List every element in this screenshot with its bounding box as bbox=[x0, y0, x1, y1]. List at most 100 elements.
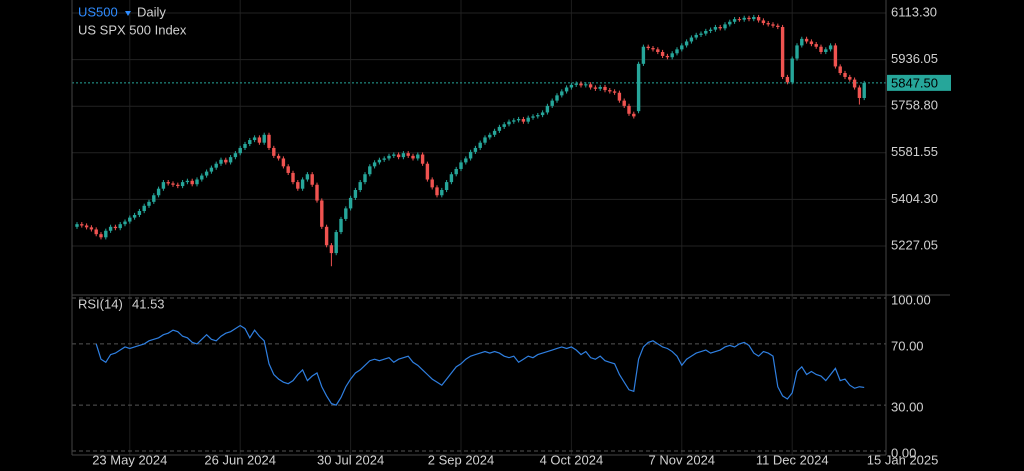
candle-body bbox=[137, 211, 142, 215]
candle-body bbox=[852, 79, 857, 88]
candle-body bbox=[276, 155, 281, 159]
candle-body bbox=[152, 195, 156, 202]
candle-body bbox=[411, 155, 415, 159]
y-tick-label: 5936.05 bbox=[891, 51, 938, 66]
candle-body bbox=[286, 166, 290, 173]
candle-body bbox=[766, 23, 770, 25]
candle-body bbox=[646, 46, 650, 49]
timeframe[interactable]: Daily bbox=[137, 4, 166, 19]
x-tick-label: 26 Jun 2024 bbox=[204, 452, 276, 467]
candle-body bbox=[521, 119, 526, 122]
candle-body bbox=[406, 153, 410, 156]
rsi-tick-label: 30.00 bbox=[891, 400, 924, 415]
candle-body bbox=[502, 124, 506, 127]
candle-body bbox=[507, 121, 511, 125]
instrument-name: US SPX 500 Index bbox=[78, 22, 187, 37]
last-price-badge bbox=[887, 74, 951, 91]
candle-body bbox=[694, 34, 698, 38]
candle-body bbox=[804, 38, 809, 42]
candle-body bbox=[377, 159, 382, 163]
rsi-tick-label: 0.00 bbox=[891, 445, 916, 460]
candle-body bbox=[128, 217, 132, 222]
candle-body bbox=[416, 154, 420, 159]
candle-body bbox=[368, 166, 372, 175]
candle-body bbox=[372, 162, 377, 167]
candle-body bbox=[632, 113, 636, 117]
symbol[interactable]: US500 bbox=[78, 4, 118, 19]
candle-body bbox=[848, 76, 852, 80]
candle-body bbox=[353, 190, 358, 198]
candle-body bbox=[622, 100, 626, 106]
candle-body bbox=[75, 224, 79, 227]
candle-body bbox=[483, 137, 487, 143]
candle-body bbox=[89, 227, 94, 230]
candle-body bbox=[540, 112, 545, 116]
candle-body bbox=[449, 174, 454, 183]
candle-body bbox=[569, 84, 574, 88]
candle-body bbox=[190, 180, 194, 185]
candle-body bbox=[488, 134, 492, 138]
marks-layer bbox=[75, 14, 866, 406]
candle-body bbox=[320, 200, 324, 227]
candle-body bbox=[209, 167, 214, 172]
candle-body bbox=[723, 24, 727, 29]
candle-body bbox=[656, 49, 660, 52]
candle-body bbox=[195, 179, 199, 185]
candle-body bbox=[478, 142, 482, 148]
candle-body bbox=[238, 147, 242, 154]
candle-body bbox=[228, 157, 233, 163]
candle-body bbox=[257, 137, 262, 143]
candle-body bbox=[420, 154, 425, 164]
candle-body bbox=[214, 163, 218, 168]
last-price-label: 5847.50 bbox=[891, 75, 938, 90]
candle-body bbox=[742, 17, 746, 20]
candle-body bbox=[627, 105, 631, 114]
candle-body bbox=[718, 27, 722, 29]
candle-body bbox=[560, 91, 564, 96]
candle-body bbox=[430, 179, 434, 188]
candle-body bbox=[579, 83, 583, 86]
symbol-dropdown-icon[interactable] bbox=[125, 11, 131, 16]
indicator-value: 41.53 bbox=[132, 296, 165, 311]
x-tick-label: 4 Oct 2024 bbox=[540, 452, 604, 467]
candle-body bbox=[574, 83, 578, 85]
x-tick-label: 7 Nov 2024 bbox=[649, 452, 716, 467]
indicator-name: RSI(14) bbox=[78, 296, 123, 311]
candle-body bbox=[588, 84, 593, 88]
candle-body bbox=[99, 234, 103, 238]
candle-body bbox=[675, 49, 679, 54]
candle-body bbox=[636, 63, 641, 112]
candle-body bbox=[142, 205, 146, 212]
candle-body bbox=[771, 24, 775, 26]
y-tick-label: 5227.05 bbox=[891, 237, 938, 252]
x-tick-label: 2 Sep 2024 bbox=[428, 452, 495, 467]
candle-body bbox=[310, 174, 314, 185]
candle-body bbox=[737, 19, 742, 21]
candle-body bbox=[123, 221, 127, 225]
candle-body bbox=[113, 226, 118, 229]
candle-body bbox=[526, 117, 530, 122]
candle-body bbox=[752, 17, 756, 20]
candle-body bbox=[104, 230, 108, 238]
candle-body bbox=[281, 158, 286, 167]
candle-body bbox=[392, 154, 396, 156]
candle-body bbox=[732, 19, 737, 22]
candle-body bbox=[516, 119, 521, 121]
x-tick-label: 30 Jul 2024 bbox=[317, 452, 384, 467]
candle-body bbox=[305, 174, 310, 180]
rsi-tick-label: 70.00 bbox=[891, 338, 924, 353]
candle-body bbox=[862, 82, 866, 98]
x-tick-label: 23 May 2024 bbox=[92, 452, 167, 467]
candle-body bbox=[358, 182, 362, 191]
candle-body bbox=[843, 73, 847, 77]
candle-body bbox=[660, 51, 665, 56]
candle-body bbox=[459, 162, 463, 169]
rsi-line bbox=[95, 324, 865, 406]
candle-body bbox=[267, 134, 271, 148]
candle-body bbox=[272, 147, 276, 156]
candle-body bbox=[603, 86, 607, 91]
candle-body bbox=[147, 201, 151, 206]
candle-body bbox=[708, 29, 713, 31]
candle-body bbox=[756, 17, 761, 21]
